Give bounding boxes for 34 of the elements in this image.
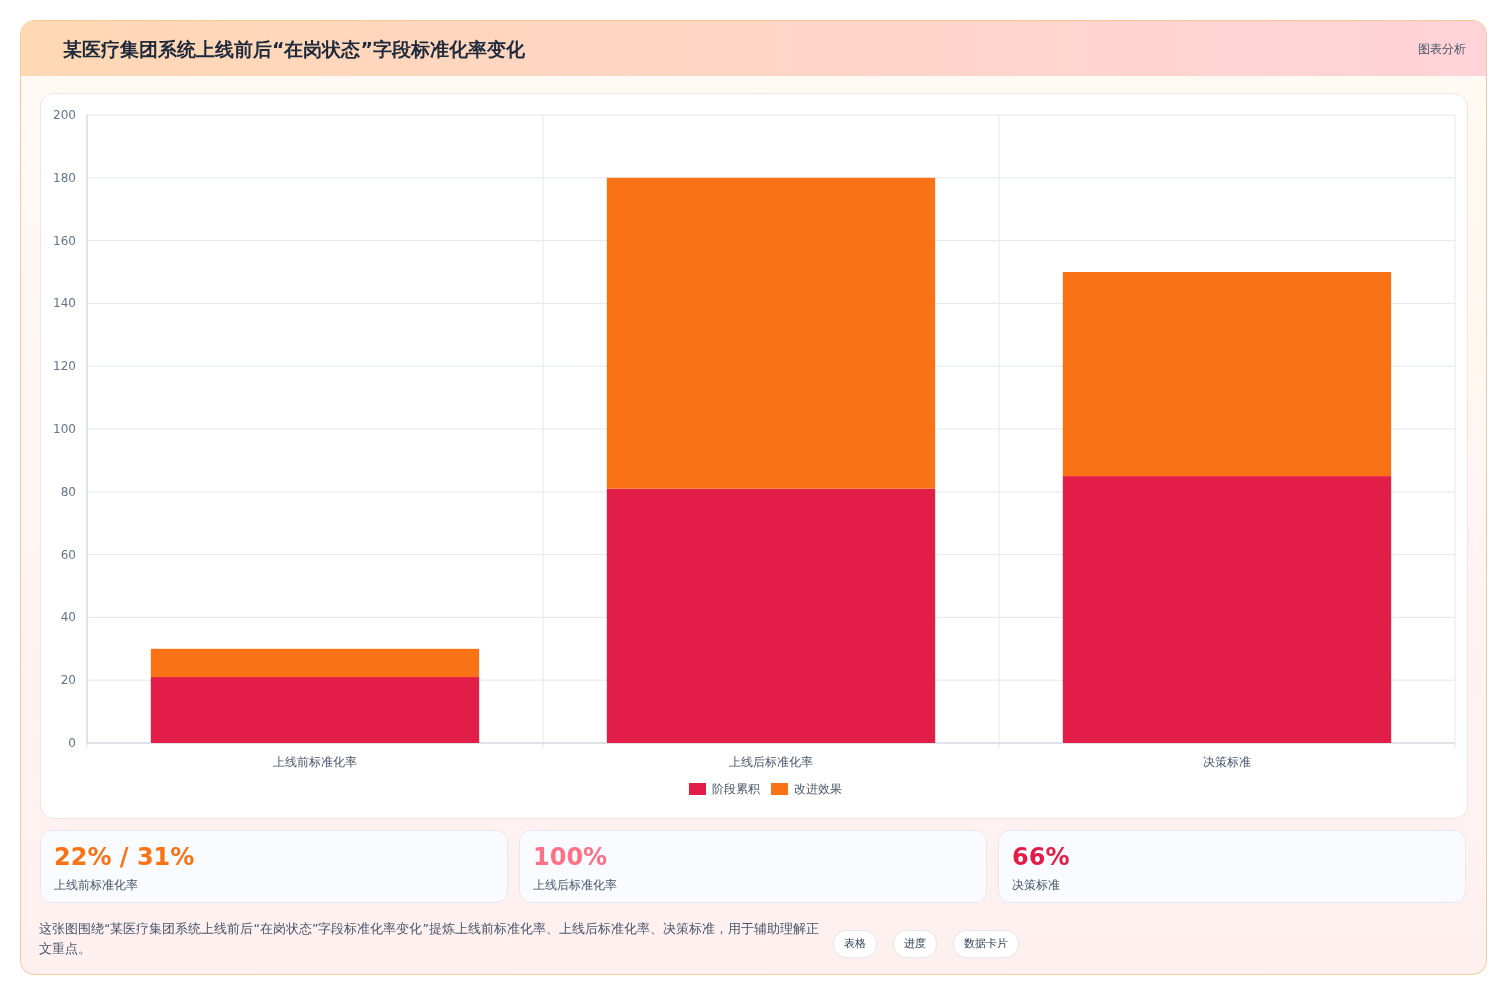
y-tick-label: 160 xyxy=(53,233,76,248)
bar xyxy=(606,177,936,489)
text: 数据卡片 xyxy=(953,930,1019,958)
bar xyxy=(606,488,936,743)
x-tick-label: 上线后标准化率 xyxy=(729,755,813,769)
y-tick-label: 200 xyxy=(53,108,76,122)
text: 上线前标准化率 xyxy=(54,877,138,894)
text: 图表分析 xyxy=(1418,41,1466,58)
text: 上线后标准化率 xyxy=(533,877,617,894)
y-tick-label: 20 xyxy=(60,673,76,688)
legend-label: 阶段累积 xyxy=(712,782,760,796)
y-tick-label: 120 xyxy=(53,359,76,374)
bar xyxy=(1062,476,1392,743)
y-tick-label: 0 xyxy=(68,736,76,750)
bar xyxy=(150,677,480,743)
y-tick-label: 40 xyxy=(60,610,76,625)
text: 表格 xyxy=(833,930,877,958)
bar xyxy=(150,648,480,678)
text: 100% xyxy=(533,843,608,871)
text: 这张图围绕“某医疗集团系统上线前后“在岗状态”字段标准化率变化”提炼上线前标准化率、上线后标准化率、决策标准，用于辅助理解正文重点。 xyxy=(39,920,819,958)
y-tick-label: 140 xyxy=(53,296,76,311)
chart-title: 某医疗集团系统上线前后“在岗状态”字段标准化率变化 xyxy=(63,37,525,62)
text: 22% / 31% xyxy=(54,843,195,871)
y-tick-label: 180 xyxy=(53,170,76,185)
bar xyxy=(1062,272,1392,477)
x-tick-label: 上线前标准化率 xyxy=(273,755,357,769)
text: 决策标准 xyxy=(1012,877,1060,894)
y-tick-label: 60 xyxy=(60,547,76,562)
text: 66% xyxy=(1012,843,1070,871)
x-tick-label: 决策标准 xyxy=(1203,755,1251,769)
y-tick-label: 80 xyxy=(60,484,76,499)
legend-label: 改进效果 xyxy=(794,782,842,796)
text: 进度 xyxy=(893,930,937,958)
y-tick-label: 100 xyxy=(53,422,76,436)
